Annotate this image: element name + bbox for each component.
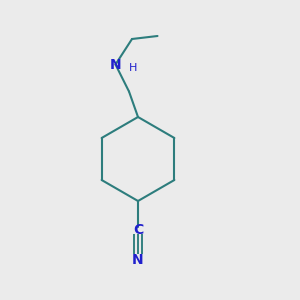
Text: H: H — [129, 62, 138, 73]
Text: N: N — [110, 58, 121, 71]
Text: C: C — [133, 223, 143, 236]
Text: N: N — [132, 254, 144, 267]
